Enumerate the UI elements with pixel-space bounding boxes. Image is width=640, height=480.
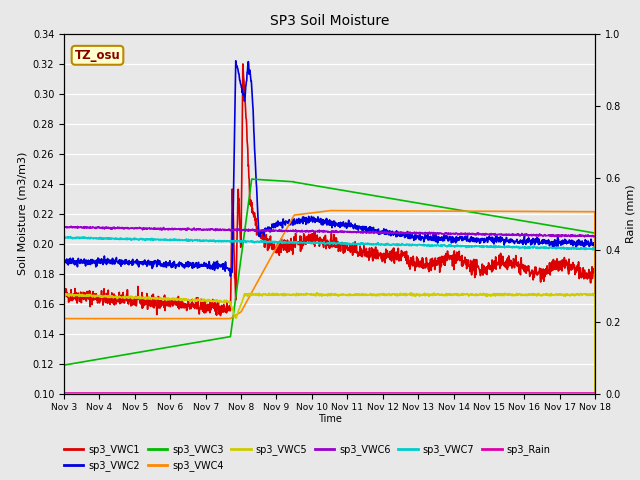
- sp3_VWC3: [591, 391, 599, 396]
- sp3_VWC3: [60, 362, 68, 368]
- Line: sp3_VWC3: sp3_VWC3: [64, 179, 595, 394]
- X-axis label: Time: Time: [317, 414, 342, 424]
- sp3_VWC1: [100, 286, 108, 292]
- sp3_Rain: [524, 390, 531, 396]
- sp3_VWC1: [239, 61, 246, 67]
- sp3_VWC4: [100, 316, 108, 322]
- sp3_VWC6: [506, 232, 514, 238]
- sp3_VWC1: [60, 290, 68, 296]
- Line: sp3_VWC5: sp3_VWC5: [64, 293, 595, 395]
- sp3_VWC2: [227, 273, 234, 279]
- sp3_VWC4: [506, 208, 514, 214]
- sp3_VWC7: [67, 234, 74, 240]
- sp3_VWC7: [506, 244, 514, 250]
- Y-axis label: Rain (mm): Rain (mm): [626, 184, 636, 243]
- sp3_VWC6: [524, 232, 532, 238]
- sp3_VWC1: [591, 270, 599, 276]
- sp3_VWC4: [60, 316, 68, 322]
- sp3_VWC3: [369, 192, 377, 198]
- sp3_VWC4: [524, 208, 532, 214]
- Text: TZ_osu: TZ_osu: [75, 49, 120, 62]
- sp3_VWC5: [180, 296, 188, 302]
- sp3_VWC4: [591, 391, 599, 396]
- sp3_VWC6: [369, 228, 377, 234]
- sp3_VWC5: [506, 291, 514, 297]
- sp3_VWC3: [180, 342, 188, 348]
- sp3_VWC6: [580, 234, 588, 240]
- sp3_VWC2: [232, 58, 239, 64]
- Title: SP3 Soil Moisture: SP3 Soil Moisture: [270, 14, 389, 28]
- sp3_VWC3: [248, 176, 255, 182]
- sp3_VWC4: [222, 316, 230, 322]
- sp3_VWC1: [217, 313, 225, 319]
- sp3_VWC7: [223, 238, 230, 244]
- Line: sp3_VWC7: sp3_VWC7: [64, 237, 595, 250]
- sp3_VWC3: [100, 355, 108, 361]
- Line: sp3_VWC6: sp3_VWC6: [64, 226, 595, 237]
- sp3_VWC1: [524, 265, 532, 271]
- sp3_VWC2: [370, 225, 378, 230]
- sp3_VWC5: [60, 292, 68, 298]
- sp3_VWC5: [100, 293, 108, 299]
- sp3_VWC2: [180, 262, 188, 268]
- Line: sp3_VWC4: sp3_VWC4: [64, 211, 595, 394]
- sp3_Rain: [222, 390, 230, 396]
- sp3_VWC2: [222, 265, 230, 271]
- Legend: sp3_VWC1, sp3_VWC2, sp3_VWC3, sp3_VWC4, sp3_VWC5, sp3_VWC6, sp3_VWC7, sp3_Rain: sp3_VWC1, sp3_VWC2, sp3_VWC3, sp3_VWC4, …: [60, 441, 554, 475]
- sp3_VWC7: [591, 246, 599, 252]
- sp3_VWC7: [60, 235, 68, 240]
- sp3_VWC2: [591, 242, 599, 248]
- sp3_Rain: [369, 390, 377, 396]
- sp3_VWC5: [524, 291, 532, 297]
- sp3_VWC2: [60, 260, 68, 265]
- sp3_VWC7: [369, 241, 377, 247]
- Line: sp3_VWC1: sp3_VWC1: [64, 64, 595, 316]
- sp3_VWC6: [591, 233, 599, 239]
- sp3_VWC1: [370, 253, 378, 259]
- sp3_VWC1: [180, 300, 188, 306]
- sp3_VWC5: [369, 291, 377, 297]
- Line: sp3_VWC2: sp3_VWC2: [64, 61, 595, 276]
- sp3_VWC4: [369, 208, 377, 214]
- sp3_VWC7: [524, 245, 532, 251]
- sp3_Rain: [180, 390, 188, 396]
- sp3_VWC4: [180, 316, 188, 322]
- sp3_Rain: [506, 390, 514, 396]
- sp3_VWC3: [222, 335, 230, 340]
- Y-axis label: Soil Moisture (m3/m3): Soil Moisture (m3/m3): [17, 152, 27, 276]
- sp3_Rain: [100, 390, 108, 396]
- sp3_VWC6: [180, 226, 188, 232]
- sp3_VWC4: [326, 208, 333, 214]
- sp3_VWC6: [100, 226, 108, 232]
- sp3_VWC7: [180, 237, 188, 243]
- sp3_VWC1: [223, 310, 230, 316]
- sp3_VWC6: [60, 224, 68, 230]
- sp3_VWC3: [524, 219, 532, 225]
- sp3_VWC2: [507, 236, 515, 242]
- sp3_VWC5: [313, 290, 321, 296]
- sp3_VWC6: [223, 227, 230, 233]
- sp3_VWC6: [67, 223, 75, 229]
- sp3_VWC5: [591, 392, 599, 397]
- sp3_Rain: [60, 390, 68, 396]
- sp3_VWC2: [524, 235, 532, 241]
- sp3_VWC2: [100, 259, 108, 265]
- sp3_VWC7: [100, 235, 108, 241]
- sp3_VWC3: [506, 216, 514, 222]
- sp3_VWC1: [507, 259, 515, 265]
- sp3_VWC7: [589, 247, 597, 253]
- sp3_Rain: [591, 390, 599, 396]
- sp3_VWC5: [222, 298, 230, 303]
